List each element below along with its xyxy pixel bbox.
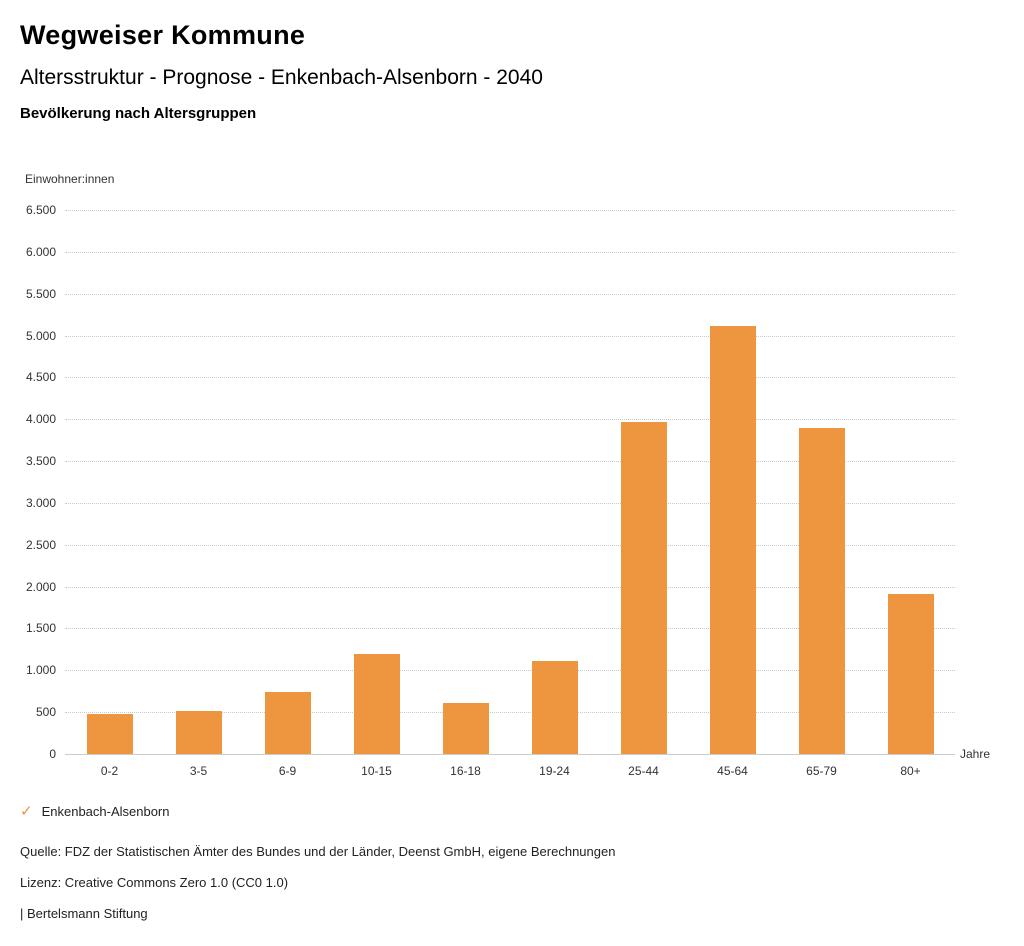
bar-65-79[interactable] <box>798 427 845 754</box>
bar-0-2[interactable] <box>86 713 133 754</box>
y-tick-label: 5.000 <box>25 328 56 343</box>
y-tick-label: 3.500 <box>25 454 56 469</box>
gridline <box>65 210 955 211</box>
x-tick-label: 6-9 <box>278 764 297 778</box>
brand-text: | Bertelsmann Stiftung <box>20 906 148 921</box>
legend-check-icon: ✓ <box>20 803 33 820</box>
gridline <box>65 670 955 672</box>
legend-label: Enkenbach-Alsenborn <box>41 804 170 819</box>
y-tick-label: 500 <box>35 705 56 720</box>
bar-80+[interactable] <box>887 594 934 754</box>
y-tick-label: 3.000 <box>25 495 56 510</box>
chart-heading: Bevölkerung nach Altersgruppen <box>20 105 257 122</box>
y-tick-label: 6.000 <box>25 244 56 259</box>
gridline <box>65 754 955 755</box>
y-tick-label: 1.500 <box>25 621 56 636</box>
x-tick-label: 19-24 <box>539 764 570 778</box>
gridline <box>65 335 955 337</box>
x-tick-label: 3-5 <box>189 764 208 778</box>
gridline <box>65 461 955 463</box>
source-text: Quelle: FDZ der Statistischen Ämter des … <box>20 844 616 859</box>
y-axis-title: Einwohner:innen <box>25 172 115 186</box>
y-tick-label: 5.500 <box>25 286 56 301</box>
gridline <box>65 419 955 421</box>
bar-3-5[interactable] <box>175 711 222 754</box>
x-tick-label: 10-15 <box>361 764 392 778</box>
page-subtitle: Altersstruktur - Prognose - Enkenbach-Al… <box>20 66 543 89</box>
x-tick-label: 80+ <box>900 764 921 778</box>
y-tick-label: 1.000 <box>25 663 56 678</box>
x-tick-label: 16-18 <box>450 764 481 778</box>
y-tick-label: 6.500 <box>25 203 56 217</box>
bar-16-18[interactable] <box>442 702 489 754</box>
y-tick-label: 2.000 <box>25 579 56 594</box>
plot-area: 0 500 1.000 1.500 2.000 2.500 3.000 3.500 4.000 4… <box>26 203 955 778</box>
bar-25-44[interactable] <box>620 422 667 754</box>
bar-45-64[interactable] <box>709 326 756 754</box>
gridline <box>65 544 955 546</box>
gridline <box>65 293 955 295</box>
x-tick-label: 65-79 <box>806 764 837 778</box>
gridline <box>65 502 955 504</box>
license-text: Lizenz: Creative Commons Zero 1.0 (CC0 1… <box>20 875 289 890</box>
x-tick-label: 45-64 <box>717 764 748 778</box>
y-tick-label: 2.500 <box>25 537 56 552</box>
x-tick-label: 0-2 <box>100 764 119 778</box>
bar-19-24[interactable] <box>531 661 578 754</box>
x-tick-label: 25-44 <box>628 764 659 778</box>
gridline <box>65 251 955 253</box>
bar-10-15[interactable] <box>353 653 400 754</box>
x-axis-title: Jahre <box>960 747 991 761</box>
bar-6-9[interactable] <box>264 691 311 754</box>
gridline <box>65 712 955 714</box>
gridline <box>65 377 955 379</box>
y-tick-label: 4.000 <box>25 412 56 427</box>
y-tick-label: 4.500 <box>25 370 56 385</box>
gridline <box>65 586 955 588</box>
page-title: Wegweiser Kommune <box>20 20 306 50</box>
legend-item-enkenbach-alsenborn[interactable]: ✓ Enkenbach-Alsenborn <box>20 804 170 819</box>
y-tick-label: 0 <box>49 747 56 761</box>
gridline <box>65 628 955 630</box>
